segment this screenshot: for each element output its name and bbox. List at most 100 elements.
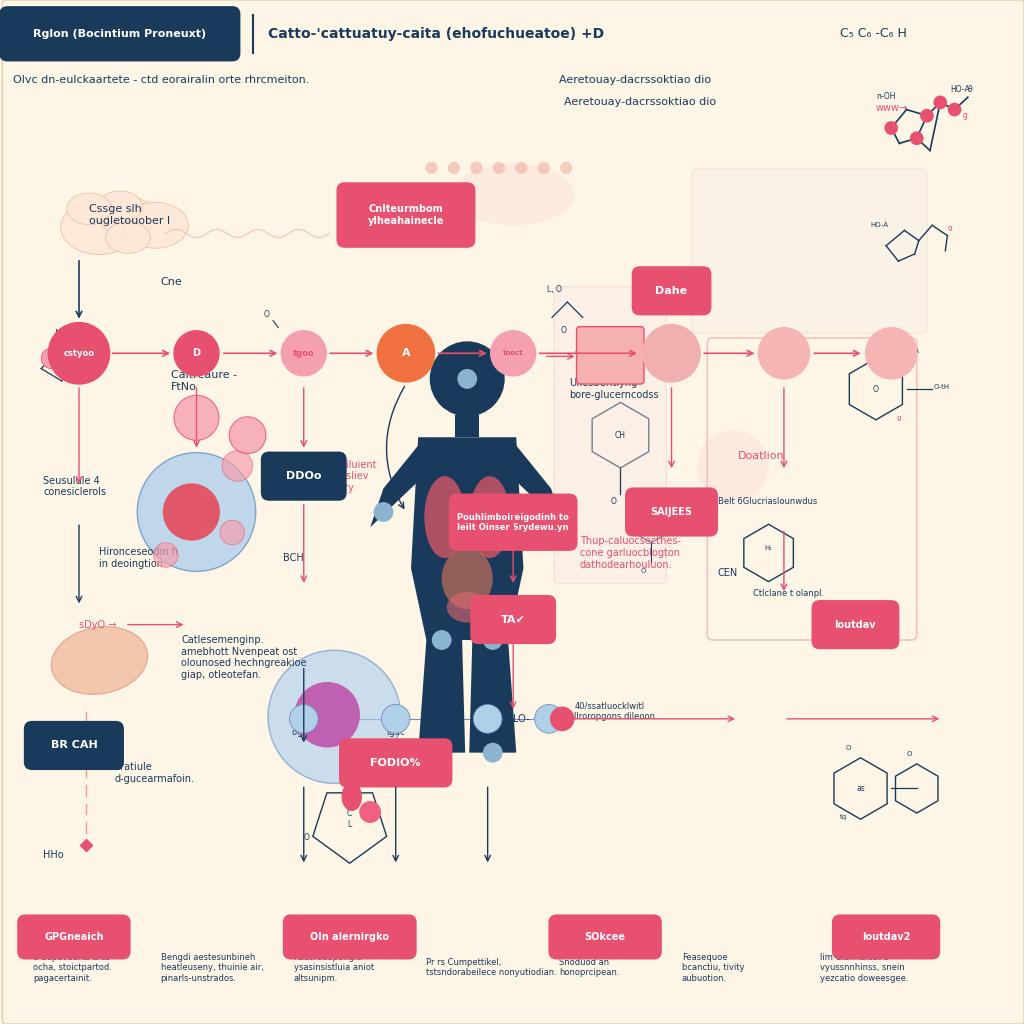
Text: Pr rs Cumpettikel,
tstsndorabeilece nonyutiodian.: Pr rs Cumpettikel, tstsndorabeilece nony… xyxy=(426,958,557,977)
Text: tooct: tooct xyxy=(503,350,523,356)
Text: Rglon (Bocintium Proneuxt): Rglon (Bocintium Proneuxt) xyxy=(34,29,207,39)
Ellipse shape xyxy=(67,194,112,224)
Text: HO-A: HO-A xyxy=(901,348,920,354)
Text: og αc: og αc xyxy=(292,728,315,736)
Text: DDOo: DDOo xyxy=(286,471,322,481)
Text: Dahe: Dahe xyxy=(655,286,687,296)
Circle shape xyxy=(473,705,502,733)
Text: Thup-caluocsecthes-
cone garluocblogton
dathodearhouluon.: Thup-caluocsecthes- cone garluocblogton … xyxy=(580,537,681,569)
Ellipse shape xyxy=(441,548,493,609)
Text: Belt 6Glucriaslounwdus: Belt 6Glucriaslounwdus xyxy=(718,498,817,506)
FancyBboxPatch shape xyxy=(692,169,927,333)
FancyBboxPatch shape xyxy=(283,914,417,959)
FancyBboxPatch shape xyxy=(811,600,899,649)
FancyBboxPatch shape xyxy=(549,914,662,959)
Circle shape xyxy=(48,323,110,384)
Text: O: O xyxy=(340,768,345,777)
Text: Inliluient
gesliev
thry: Inliluient gesliev thry xyxy=(335,460,377,493)
Text: Bengdi aestesunbineh
heatleuseny, thuinie air,
pinarls-unstrados.: Bengdi aestesunbineh heatleuseny, thuini… xyxy=(161,952,263,983)
Text: O: O xyxy=(845,744,851,751)
Text: BCH: BCH xyxy=(284,553,304,563)
Ellipse shape xyxy=(342,782,362,811)
Circle shape xyxy=(229,417,266,454)
Circle shape xyxy=(220,520,245,545)
Circle shape xyxy=(425,162,437,174)
Text: Aeretouay-dacrssoktiao dio: Aeretouay-dacrssoktiao dio xyxy=(564,97,717,108)
Text: O: O xyxy=(906,751,912,757)
Text: A: A xyxy=(401,348,411,358)
Text: SOkcee: SOkcee xyxy=(585,932,626,942)
Ellipse shape xyxy=(99,197,157,238)
Text: Cnlteurmbom
ylheahainecle: Cnlteurmbom ylheahainecle xyxy=(368,204,444,226)
Text: Oln alernirgko: Oln alernirgko xyxy=(310,932,389,942)
Circle shape xyxy=(759,328,809,379)
Text: O: O xyxy=(610,497,616,506)
Polygon shape xyxy=(418,640,465,753)
Circle shape xyxy=(538,162,550,174)
Circle shape xyxy=(222,451,253,481)
Circle shape xyxy=(948,103,961,116)
Text: FODIO%: FODIO% xyxy=(371,758,421,768)
Circle shape xyxy=(560,162,572,174)
Text: Pouhlimboireigodinh to
leilt Oinser Srydewu.yn: Pouhlimboireigodinh to leilt Oinser Sryd… xyxy=(458,513,569,531)
Text: O: O xyxy=(641,568,646,574)
Text: tgoo: tgoo xyxy=(293,349,314,357)
Ellipse shape xyxy=(697,430,769,502)
Circle shape xyxy=(154,543,178,567)
Text: Hironceseodin h
in deoingtion: Hironceseodin h in deoingtion xyxy=(99,547,178,569)
Text: Cne: Cne xyxy=(161,276,182,287)
Text: tgαc: tgαc xyxy=(386,728,406,736)
Text: g: g xyxy=(896,415,901,421)
Text: Catlesemenginp.
amebhott Nvenpeat ost
olounosed hechngreakioe
giap, otleotefan.: Catlesemenginp. amebhott Nvenpeat ost ol… xyxy=(181,635,306,680)
Ellipse shape xyxy=(51,627,147,694)
Circle shape xyxy=(430,342,504,416)
Text: D: D xyxy=(193,348,201,358)
Text: Ch: Ch xyxy=(574,349,586,357)
Circle shape xyxy=(643,325,700,382)
Text: o-depavderta arcs
ocha, stoictpartod.
pagacertainit.: o-depavderta arcs ocha, stoictpartod. pa… xyxy=(33,952,112,983)
Text: Feasequoe
bcanctiu, tivity
aubuotion.: Feasequoe bcanctiu, tivity aubuotion. xyxy=(682,952,744,983)
Circle shape xyxy=(432,631,451,649)
FancyBboxPatch shape xyxy=(554,287,667,584)
Text: HHo: HHo xyxy=(43,850,63,860)
Circle shape xyxy=(432,743,451,762)
Text: C
L: C L xyxy=(347,810,352,828)
Text: O: O xyxy=(872,385,879,393)
Circle shape xyxy=(268,650,400,783)
Ellipse shape xyxy=(424,476,465,558)
Circle shape xyxy=(490,331,536,376)
Text: Aeretouay-dacrssoktiao dio: Aeretouay-dacrssoktiao dio xyxy=(559,75,712,85)
Circle shape xyxy=(295,682,360,748)
Text: Caltreaure -
FtNo: Caltreaure - FtNo xyxy=(171,370,238,392)
FancyBboxPatch shape xyxy=(577,327,644,384)
Text: loutdav: loutdav xyxy=(835,620,877,630)
Text: GPGneaich: GPGneaich xyxy=(44,932,103,942)
Text: SAIJEES: SAIJEES xyxy=(650,507,692,517)
FancyBboxPatch shape xyxy=(337,182,475,248)
Circle shape xyxy=(542,503,560,521)
Text: H: H xyxy=(626,502,631,508)
Circle shape xyxy=(374,503,392,521)
Text: ogαc: ogαc xyxy=(477,728,498,736)
Text: HO-A: HO-A xyxy=(870,222,889,228)
Ellipse shape xyxy=(446,592,487,623)
Text: O-tH: O-tH xyxy=(934,384,950,390)
Polygon shape xyxy=(455,415,479,437)
FancyBboxPatch shape xyxy=(339,738,453,787)
Text: Doatlion: Doatlion xyxy=(738,451,784,461)
Text: loutdav2: loutdav2 xyxy=(862,932,910,942)
Text: O: O xyxy=(648,524,653,530)
Circle shape xyxy=(483,631,502,649)
Circle shape xyxy=(163,483,220,541)
Circle shape xyxy=(41,348,61,369)
Text: BR CAH: BR CAH xyxy=(50,740,97,751)
Text: www→: www→ xyxy=(876,102,908,113)
Ellipse shape xyxy=(123,203,188,248)
Text: Ctlclane t olanpl.: Ctlclane t olanpl. xyxy=(754,590,824,598)
Ellipse shape xyxy=(60,200,138,255)
Circle shape xyxy=(174,395,219,440)
FancyBboxPatch shape xyxy=(632,266,712,315)
Ellipse shape xyxy=(469,476,510,558)
Circle shape xyxy=(377,325,434,382)
Text: H₁: H₁ xyxy=(765,545,772,551)
